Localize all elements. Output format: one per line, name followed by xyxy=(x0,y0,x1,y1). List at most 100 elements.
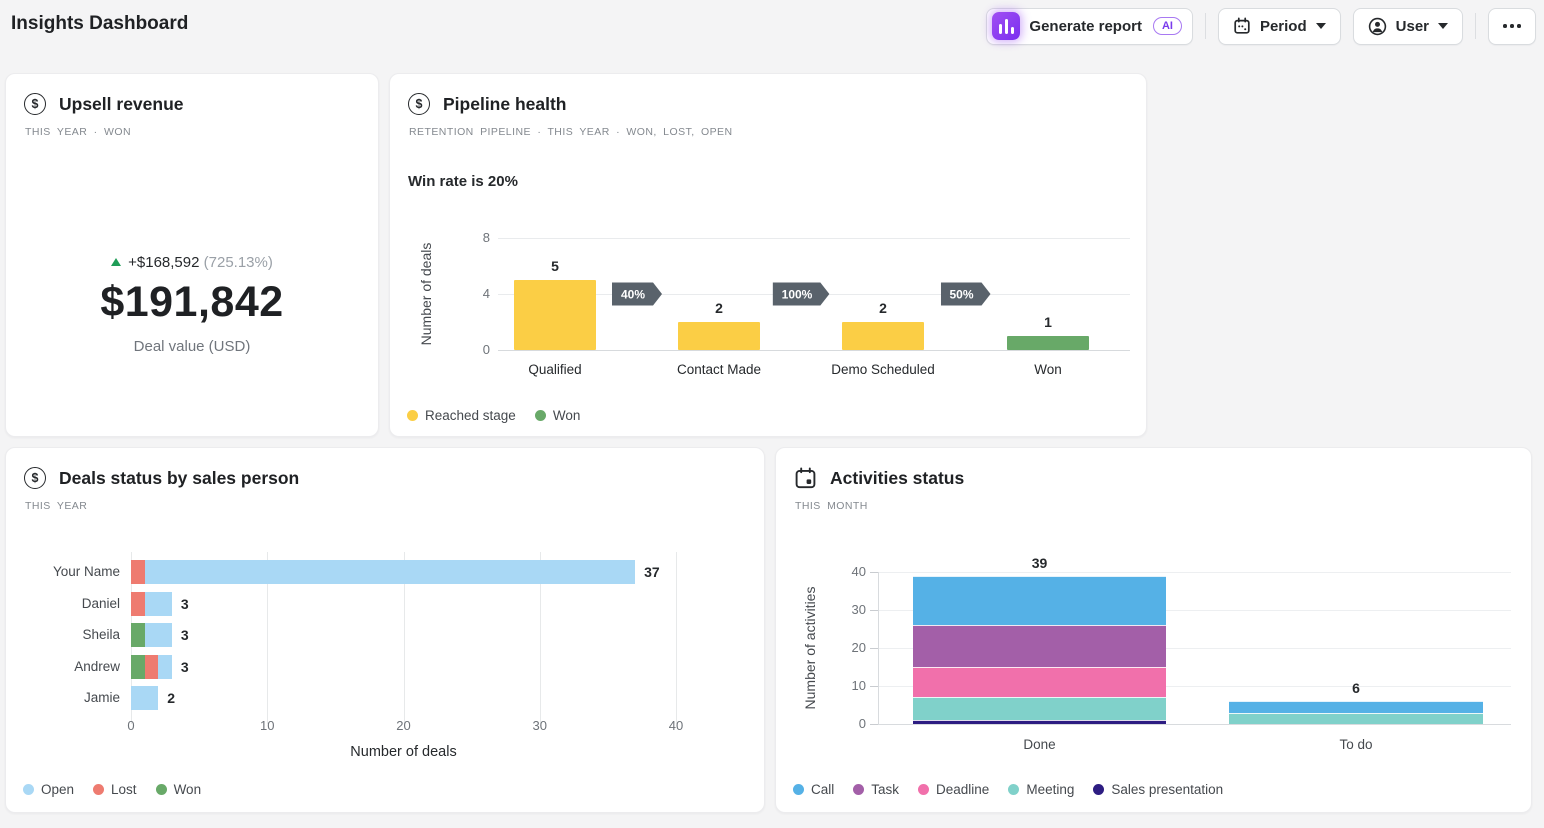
y-tick-mark xyxy=(870,724,878,725)
y-category-label: Jamie xyxy=(83,690,120,705)
legend-dot xyxy=(407,410,418,421)
legend-item[interactable]: Task xyxy=(853,782,899,797)
gridline xyxy=(403,552,405,724)
user-label: User xyxy=(1395,17,1429,35)
dollar-circle-icon: $ xyxy=(24,467,46,489)
y-tick-label: 20 xyxy=(851,640,866,655)
legend-item[interactable]: Call xyxy=(793,782,834,797)
bar-total-label: 39 xyxy=(1031,554,1048,571)
bar-segment-won[interactable] xyxy=(131,623,145,647)
gridline xyxy=(539,552,541,724)
bar-value-label: 2 xyxy=(879,300,887,316)
axis-title-text: Number of activities xyxy=(802,586,818,710)
legend-item[interactable]: Sales presentation xyxy=(1093,782,1223,797)
bar-total-label: 3 xyxy=(180,658,189,675)
activities-legend: Call Task Deadline Meeting Sales presentatio… xyxy=(793,782,1223,797)
ai-bar-chart-icon xyxy=(992,12,1021,40)
header-controls: Generate report AI Period User xyxy=(986,7,1536,45)
y-tick-label: 10 xyxy=(851,678,866,693)
x-category-label: To do xyxy=(1339,737,1373,752)
legend-item[interactable]: Open xyxy=(23,782,74,797)
bar-value-label: 2 xyxy=(715,300,723,316)
period-filter-button[interactable]: Period xyxy=(1217,7,1341,45)
bar-segment-lost[interactable] xyxy=(131,560,145,584)
bar-segment-meeting[interactable] xyxy=(913,697,1166,721)
funnel-bar[interactable] xyxy=(514,280,596,350)
upsell-metric: +$168,592 (725.13%) $191,842 Deal value … xyxy=(6,254,378,355)
funnel-bar[interactable] xyxy=(842,322,924,350)
pipeline-health-card: $ Pipeline health RETENTION PIPELINE · T… xyxy=(389,73,1147,437)
conversion-badge: 40% xyxy=(612,283,662,306)
legend-dot xyxy=(93,784,105,795)
top-bar: Insights Dashboard Generate report AI Pe… xyxy=(0,0,1544,62)
card-header: $ Upsell revenue xyxy=(24,93,184,115)
card-title: Activities status xyxy=(830,468,965,488)
y-tick-label: 4 xyxy=(482,286,490,301)
chevron-down-icon xyxy=(1438,23,1448,29)
legend-item[interactable]: Deadline xyxy=(918,782,989,797)
bar-total-label: 6 xyxy=(1352,680,1360,697)
legend-item[interactable]: Reached stage xyxy=(407,408,516,423)
bar-segment-won[interactable] xyxy=(131,654,145,679)
bar-segment-open[interactable] xyxy=(144,623,172,647)
header-divider xyxy=(1204,13,1206,39)
legend-item[interactable]: Meeting xyxy=(1008,782,1074,797)
legend-dot xyxy=(23,784,34,795)
x-tick-label: 20 xyxy=(396,718,411,733)
win-rate-text: Win rate is 20% xyxy=(408,173,518,190)
bar-segment-deadline[interactable] xyxy=(913,667,1166,698)
bar-segment-call[interactable] xyxy=(913,575,1166,626)
x-category-label: Contact Made xyxy=(676,362,762,377)
bar-segment-task[interactable] xyxy=(913,625,1166,667)
legend-dot xyxy=(918,784,930,795)
funnel-bar[interactable] xyxy=(1007,336,1089,350)
more-options-button[interactable] xyxy=(1488,7,1536,45)
x-category-label: Won xyxy=(1034,362,1062,377)
bar-segment-lost[interactable] xyxy=(131,591,145,616)
bar-segment-open[interactable] xyxy=(144,591,172,616)
x-tick-label: 30 xyxy=(532,718,547,733)
page-title: Insights Dashboard xyxy=(11,13,189,34)
deal-value-caption: Deal value (USD) xyxy=(133,338,251,355)
legend-item[interactable]: Lost xyxy=(93,782,137,797)
chevron-down-icon xyxy=(1315,23,1326,29)
card-header: $ Deals status by sales person xyxy=(24,467,299,489)
gridline xyxy=(878,610,1511,611)
legend-dot xyxy=(155,784,167,795)
bar-segment-open[interactable] xyxy=(158,654,172,679)
bar-segment-sales-presentation[interactable] xyxy=(913,720,1166,724)
gridline xyxy=(878,572,1511,573)
delta-percent: (725.13%) xyxy=(203,254,273,271)
card-header: Activities status xyxy=(794,467,964,490)
period-label: Period xyxy=(1259,17,1307,35)
bar-total-label: 2 xyxy=(167,690,176,706)
bar-segment-open[interactable] xyxy=(144,560,636,584)
card-header: $ Pipeline health xyxy=(408,93,567,115)
x-axis-line xyxy=(878,724,1511,725)
conversion-badge: 50% xyxy=(940,283,990,306)
activities-status-card: Activities status THIS MONTH 0 10 20 30 40 Nu… xyxy=(775,447,1532,813)
bar-total-label: 3 xyxy=(180,595,189,612)
y-tick-label: 40 xyxy=(851,564,866,579)
trend-up-triangle-icon xyxy=(111,258,122,266)
card-filters: THIS MONTH xyxy=(795,500,868,512)
deals-status-card: $ Deals status by sales person THIS YEAR… xyxy=(5,447,765,813)
card-title: Pipeline health xyxy=(443,93,567,114)
bar-segment-open[interactable] xyxy=(131,686,159,710)
bar-value-label: 5 xyxy=(551,258,559,274)
dollar-circle-icon: $ xyxy=(408,93,430,115)
funnel-bar[interactable] xyxy=(678,322,760,350)
deal-value: $191,842 xyxy=(100,278,284,326)
legend-dot xyxy=(1008,784,1020,795)
generate-report-button[interactable]: Generate report AI xyxy=(986,7,1193,45)
y-tick-mark xyxy=(870,686,878,687)
card-filters: THIS YEAR · WON xyxy=(25,126,131,138)
bar-segment-call[interactable] xyxy=(1229,701,1483,713)
bar-segment-meeting[interactable] xyxy=(1229,712,1483,724)
legend-item[interactable]: Won xyxy=(155,782,201,797)
user-filter-button[interactable]: User xyxy=(1352,7,1463,45)
bar-segment-lost[interactable] xyxy=(144,654,159,679)
calendar-icon xyxy=(795,467,816,489)
y-tick-mark xyxy=(870,648,878,649)
legend-item[interactable]: Won xyxy=(534,408,580,423)
